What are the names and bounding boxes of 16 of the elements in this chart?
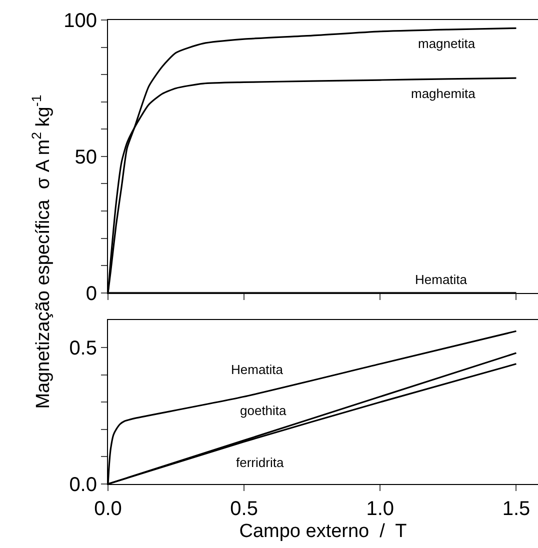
y-tick-label: 100 bbox=[64, 10, 97, 32]
y-tick-label: 50 bbox=[74, 146, 97, 168]
y-tick-label: 0 bbox=[86, 282, 97, 305]
y-tick-label: 0.0 bbox=[69, 474, 97, 496]
series-label: magnetita bbox=[418, 36, 476, 51]
x-tick-label: 1.5 bbox=[502, 498, 530, 520]
series-label: goethita bbox=[240, 403, 288, 418]
y-tick-label: 0.5 bbox=[69, 338, 97, 360]
series-label: Hematita bbox=[415, 272, 468, 287]
x-tick-label: 0.5 bbox=[230, 498, 258, 520]
x-axis-title: Campo externo / T bbox=[239, 520, 408, 542]
series-label: Hematita bbox=[231, 362, 284, 377]
series-label: ferridrita bbox=[236, 455, 284, 470]
x-tick-label: 1.0 bbox=[366, 498, 394, 520]
series-label: maghemita bbox=[411, 86, 476, 101]
x-tick-label: 0.0 bbox=[94, 498, 122, 520]
